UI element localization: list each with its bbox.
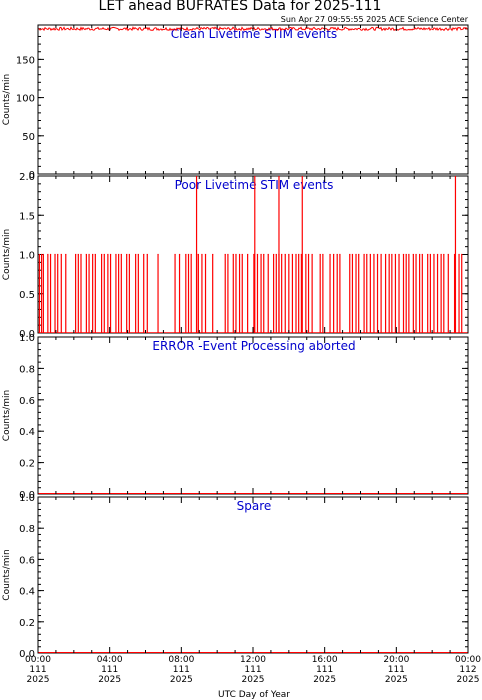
- x-tick-label-time: 04:00: [97, 655, 123, 665]
- y-tick-label: 50: [22, 132, 35, 143]
- y-tick-label: 0.0: [19, 329, 35, 340]
- series-group: [38, 176, 468, 333]
- y-tick-label: 0.0: [19, 649, 35, 660]
- x-tick-label-year: 2025: [313, 675, 336, 685]
- y-tick-label: 1.0: [19, 333, 35, 344]
- timestamp: Sun Apr 27 09:55:55 2025 ACE Science Cen…: [281, 15, 469, 24]
- panel-2: 0.0 0.5 1.0 1.5 2.0 Counts/min Poor Livetime S…: [2, 172, 469, 340]
- x-tick-label-year: 2025: [457, 675, 480, 685]
- x-tick-label-doy: 112: [459, 665, 476, 675]
- y-tick-label: 0.4: [19, 427, 35, 438]
- x-tick-label-year: 2025: [242, 675, 265, 685]
- x-tick-label-doy: 111: [316, 665, 333, 675]
- panel-title: Spare: [237, 499, 272, 513]
- x-tick-label-year: 2025: [27, 675, 50, 685]
- y-tick-label: 0.4: [19, 587, 35, 598]
- y-tick-label: 1.5: [19, 211, 35, 222]
- y-axis-label: Counts/min: [2, 549, 12, 600]
- x-tick-label-doy: 111: [244, 665, 261, 675]
- x-tick-label-doy: 111: [173, 665, 190, 675]
- y-tick-label: 0.8: [19, 364, 35, 375]
- y-tick-label: 150: [16, 55, 35, 66]
- y-axis-label: Counts/min: [2, 74, 12, 125]
- x-tick-label-time: 00:00: [455, 655, 481, 665]
- y-tick-label: 0.0: [19, 490, 35, 501]
- y-tick-label: 0.2: [19, 618, 35, 629]
- panel-title: ERROR -Event Processing aborted: [152, 339, 355, 353]
- panel-title: Poor Livetime STIM events: [175, 178, 334, 192]
- y-tick-label: 2.0: [19, 172, 35, 183]
- x-tick-label-time: 16:00: [312, 655, 338, 665]
- panel-1: 0 50 100 150 Counts/min Clean Livetime STIM e…: [2, 24, 469, 181]
- x-axis-label: UTC Day of Year: [218, 690, 290, 700]
- y-axis-label: Counts/min: [2, 390, 12, 441]
- x-tick-label-time: 20:00: [383, 655, 409, 665]
- panels-group: 0 50 100 150 Counts/min Clean Livetime STIM e…: [2, 24, 469, 660]
- x-tick-label-year: 2025: [98, 675, 121, 685]
- x-tick-label-time: 08:00: [168, 655, 194, 665]
- y-tick-label: 0.5: [19, 290, 35, 301]
- x-tick-label-year: 2025: [170, 675, 193, 685]
- y-tick-label: 1.0: [19, 251, 35, 262]
- x-tick-label-doy: 111: [29, 665, 46, 675]
- panel-title: Clean Livetime STIM events: [171, 27, 337, 41]
- panel-4: 0.0 0.2 0.4 0.6 0.8 1.0 Counts/min Spare: [2, 493, 469, 660]
- y-tick-label: 0.2: [19, 459, 35, 470]
- x-tick-label-time: 00:00: [25, 655, 51, 665]
- x-tick-label-time: 12:00: [240, 655, 266, 665]
- x-tick-label-doy: 111: [101, 665, 118, 675]
- y-axis-label: Counts/min: [2, 229, 12, 280]
- y-tick-label: 0.6: [19, 555, 35, 566]
- figure-title: LET ahead BUFRATES Data for 2025-111: [99, 0, 382, 14]
- x-axis: 00:00111202504:00111202508:00111202512:0…: [25, 655, 481, 685]
- panel-3: 0.0 0.2 0.4 0.6 0.8 1.0 Counts/min ERROR -Event…: [2, 333, 469, 501]
- x-tick-label-doy: 111: [388, 665, 405, 675]
- y-tick-label: 1.0: [19, 493, 35, 504]
- x-tick-label-year: 2025: [385, 675, 408, 685]
- y-tick-label: 0.6: [19, 396, 35, 407]
- y-tick-label: 0: [29, 170, 35, 181]
- y-tick-label: 100: [16, 94, 35, 105]
- y-tick-label: 0.8: [19, 524, 35, 535]
